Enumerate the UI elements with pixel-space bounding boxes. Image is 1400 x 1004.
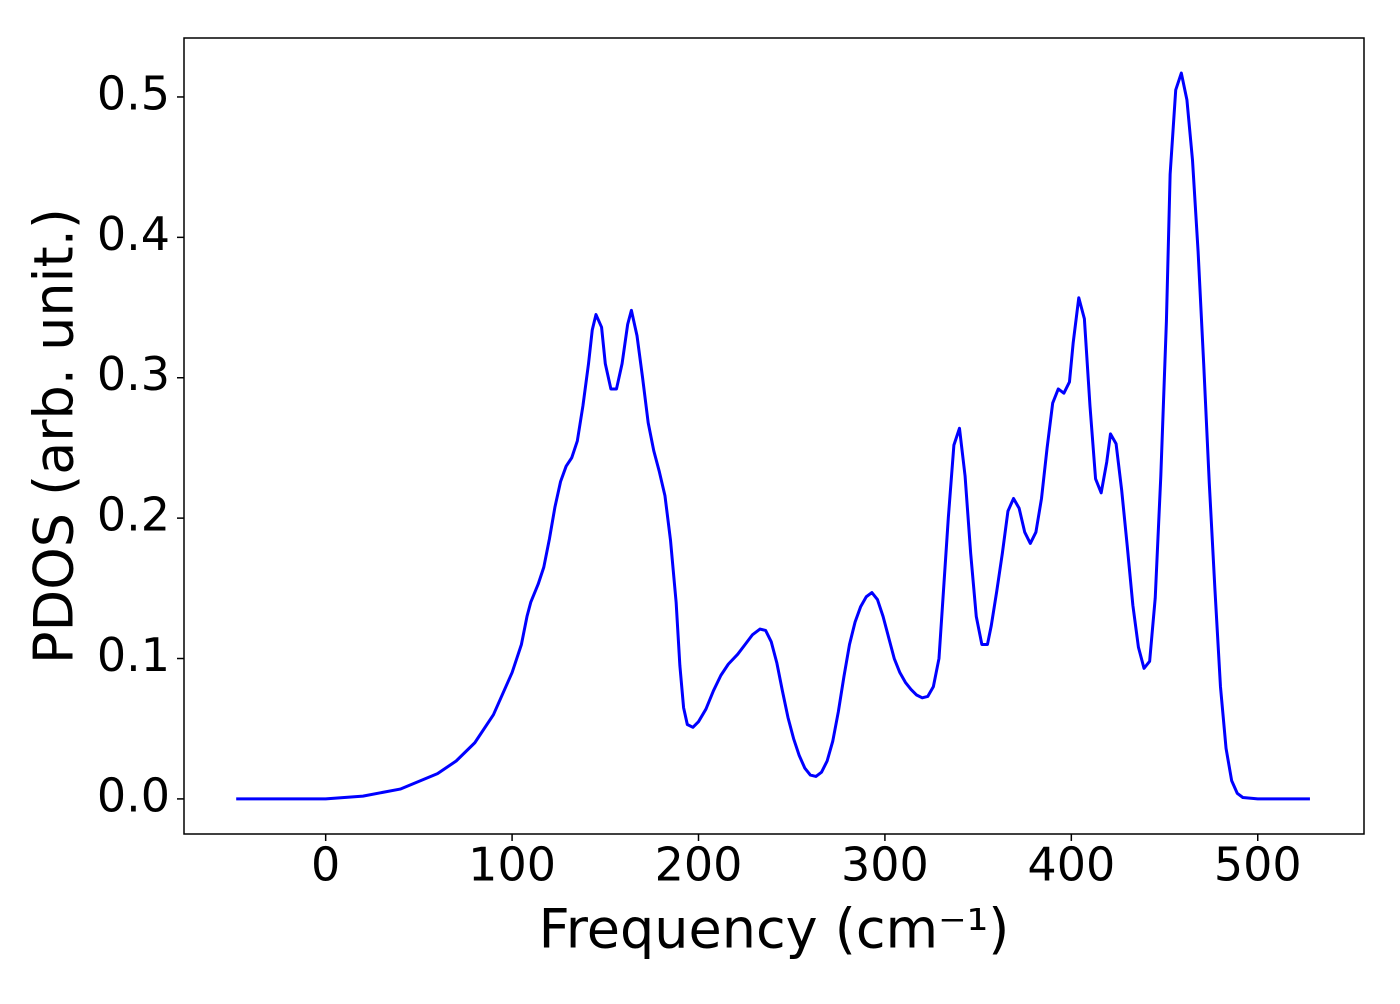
y-tick-label: 0.0 [97,768,170,822]
y-tick-label: 0.4 [97,207,170,261]
x-tick-label: 0 [311,838,340,892]
x-tick-label: 500 [1214,838,1302,892]
x-tick-label: 400 [1027,838,1115,892]
y-axis-label: PDOS (arb. unit.) [23,208,86,664]
x-axis-label: Frequency (cm⁻¹) [539,898,1010,961]
x-tick-label: 200 [655,838,743,892]
x-tick-label: 300 [841,838,929,892]
y-tick-label: 0.5 [97,66,170,120]
x-tick-label: 100 [468,838,556,892]
y-tick-label: 0.3 [97,347,170,401]
plot-frame [183,37,1365,835]
data-line [236,71,1310,801]
y-tick-label: 0.1 [97,628,170,682]
y-tick-label: 0.2 [97,488,170,542]
